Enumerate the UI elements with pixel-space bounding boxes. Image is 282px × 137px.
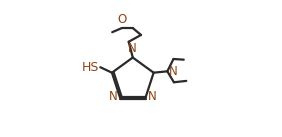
Text: N: N [148,90,157,103]
Text: N: N [169,65,177,78]
Text: O: O [117,13,126,26]
Text: N: N [109,90,118,103]
Text: N: N [128,42,136,55]
Text: HS: HS [82,61,99,74]
